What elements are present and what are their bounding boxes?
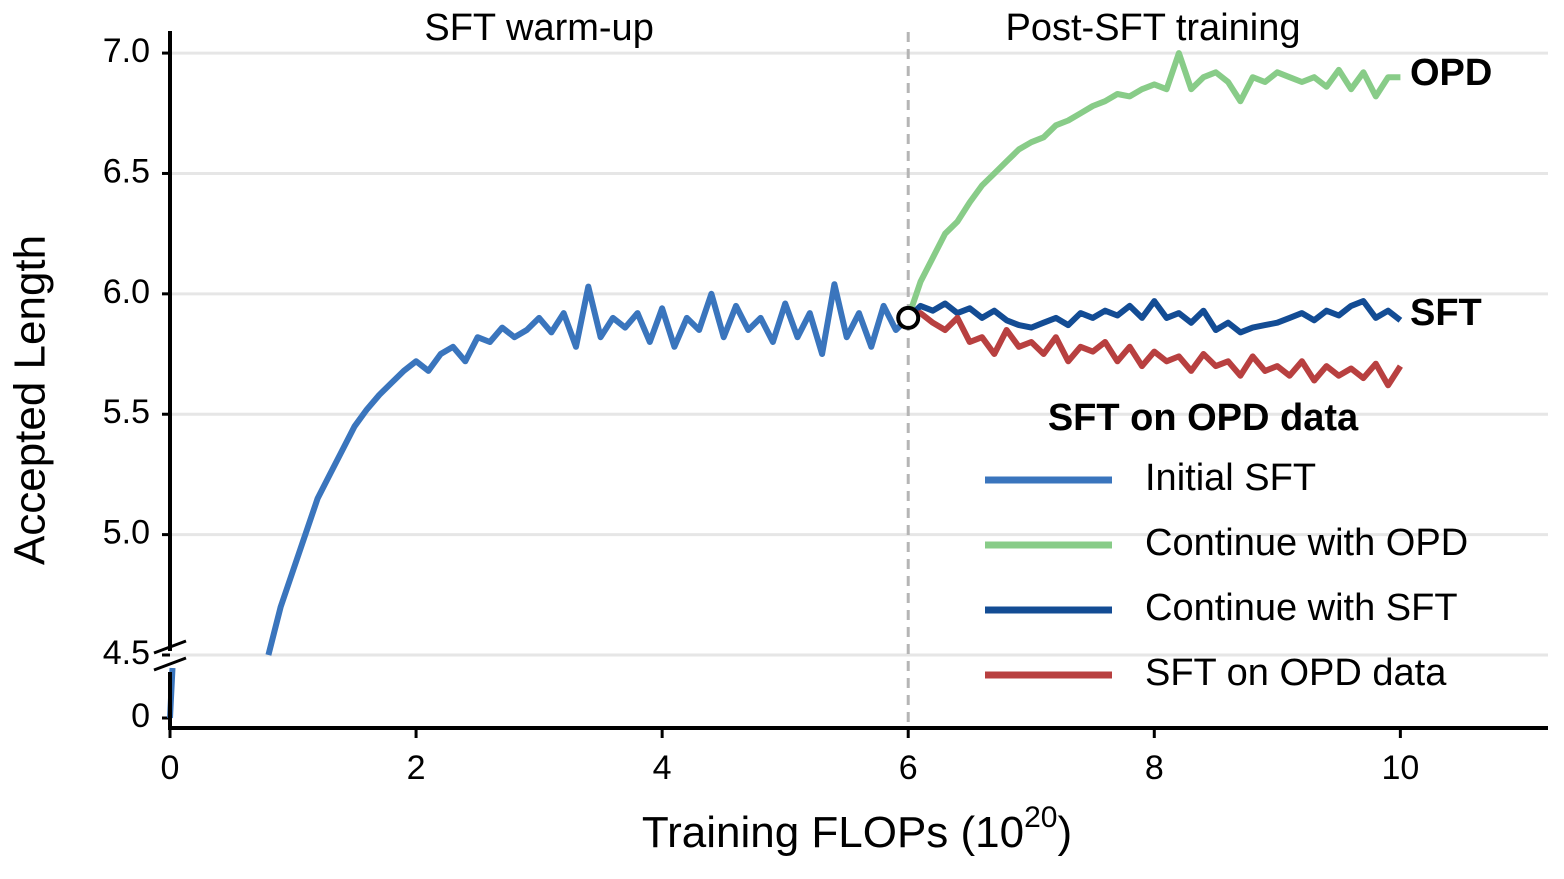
legend-label: Continue with OPD [1145, 522, 1468, 564]
legend-label: SFT on OPD data [1145, 652, 1447, 694]
region-label: SFT warm-up [424, 7, 653, 49]
x-tick-label: 6 [899, 749, 918, 787]
x-axis-label: Training FLOPs (1020) [642, 801, 1072, 857]
x-label-end: ) [1058, 808, 1073, 857]
series-line [906, 298, 1403, 336]
y-tick-label: 4.5 [103, 634, 150, 672]
end-label: SFT on OPD data [1048, 397, 1359, 439]
y-tick-label: 7.0 [103, 32, 150, 70]
series-line [905, 50, 1401, 319]
y-tick-label: 5.0 [103, 514, 150, 552]
x-tick-label: 2 [407, 749, 426, 787]
region-label: Post-SFT training [1006, 7, 1301, 49]
x-tick-label: 8 [1145, 749, 1164, 787]
y-tick-label: 6.5 [103, 152, 150, 190]
x-tick-label: 0 [161, 749, 180, 787]
x-label-sup: 20 [1024, 801, 1057, 834]
x-tick-label: 10 [1381, 749, 1419, 787]
end-label: SFT [1410, 292, 1482, 334]
series-line [907, 310, 1403, 389]
y-axis-label: Accepted Length [6, 235, 55, 565]
y-tick-label: 0 [131, 697, 150, 735]
start-point [896, 305, 921, 330]
end-label: OPD [1410, 52, 1492, 94]
axis-break [153, 656, 187, 672]
legend-label: Continue with SFT [1145, 587, 1458, 629]
series-line [167, 281, 911, 719]
legend-label: Initial SFT [1145, 457, 1316, 499]
x-label-base: Training FLOPs (10 [642, 808, 1024, 857]
y-tick-label: 5.5 [103, 393, 150, 431]
x-tick-label: 4 [653, 749, 672, 787]
y-tick-label: 6.0 [103, 273, 150, 311]
axis-break [153, 639, 187, 655]
